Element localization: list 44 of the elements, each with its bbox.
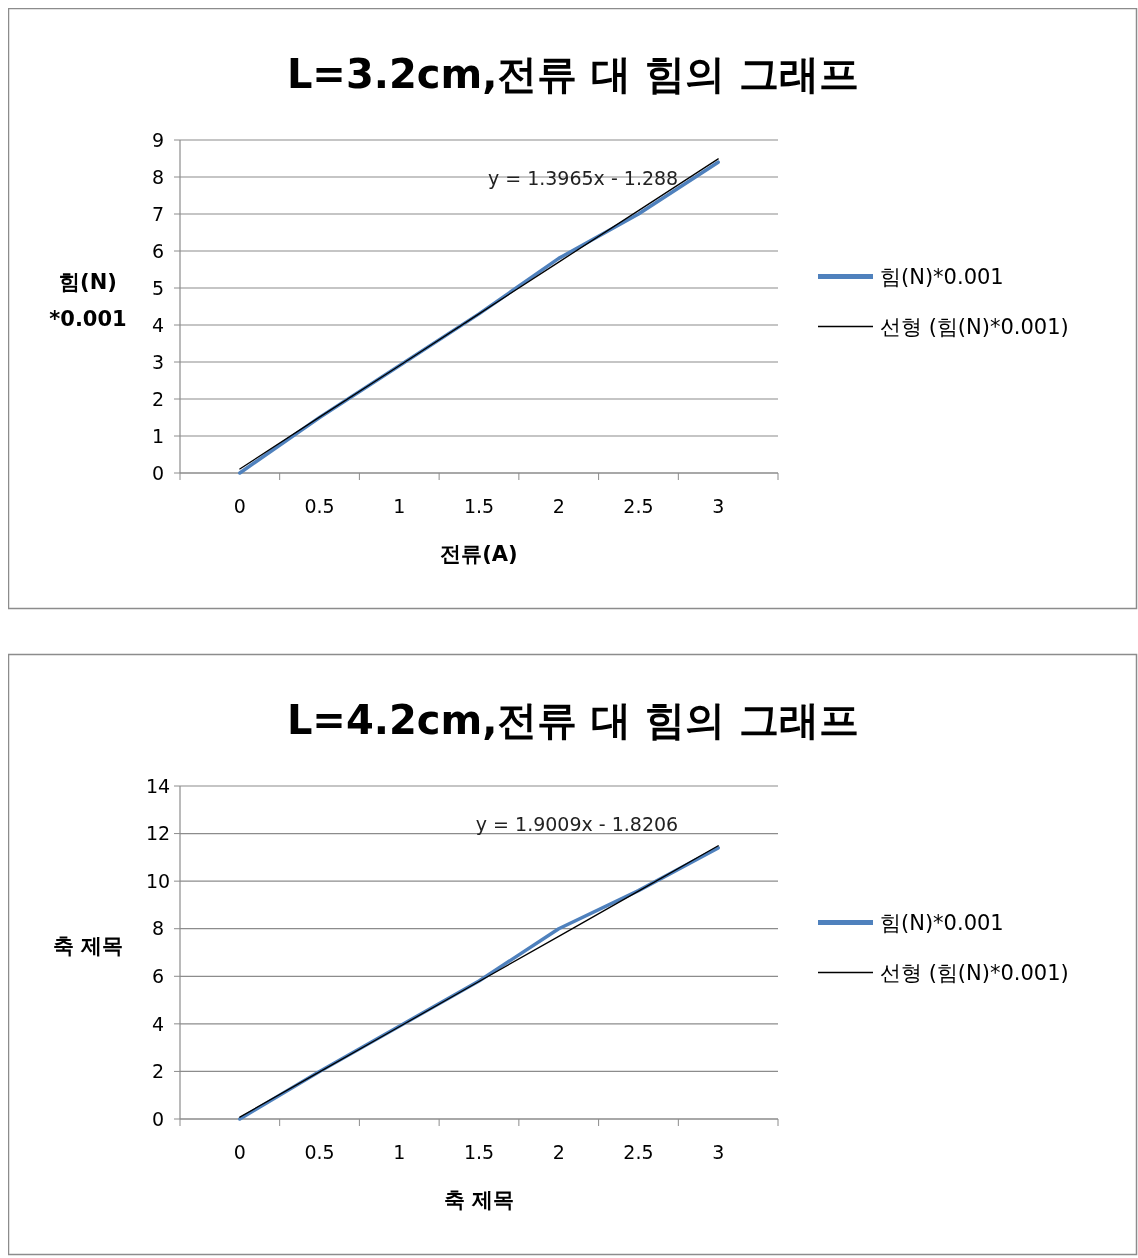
x-tick-label: 1 xyxy=(393,495,406,517)
annotation: y = 1.9009x - 1.8206 xyxy=(475,813,679,835)
x-tick-label: 0 xyxy=(233,495,246,517)
legend-label: 힘(N)*0.001 xyxy=(880,910,1004,935)
legend-label: 힘(N)*0.001 xyxy=(880,264,1004,289)
x-tick-label: 3 xyxy=(712,1141,725,1163)
y-tick-label: 1 xyxy=(151,424,165,447)
legend-label: 선형 (힘(N)*0.001) xyxy=(880,960,1069,985)
y-tick-label: 3 xyxy=(151,350,165,373)
y-tick-label: 12 xyxy=(145,822,171,845)
y-axis-title: 축 제목 xyxy=(52,933,124,958)
y-tick-label: 9 xyxy=(151,128,165,151)
y-tick-label: 8 xyxy=(151,917,165,940)
x-tick-label: 0.5 xyxy=(304,1141,335,1163)
annotation: y = 1.3965x - 1.288 xyxy=(487,167,679,189)
y-tick-label: 6 xyxy=(151,239,165,262)
y-axis-title: 힘(N)*0.001 xyxy=(49,269,127,331)
y-tick-label: 2 xyxy=(151,387,165,410)
y-tick-label: 0 xyxy=(151,461,165,484)
x-tick-label: 1 xyxy=(393,1141,406,1163)
y-tick-label: 14 xyxy=(145,774,171,797)
y-tick-label: 5 xyxy=(151,276,165,299)
legend-label: 선형 (힘(N)*0.001) xyxy=(880,314,1069,339)
x-tick-label: 1.5 xyxy=(463,495,495,517)
y-tick-label: 10 xyxy=(145,869,171,892)
y-tick-label: 8 xyxy=(151,165,165,188)
x-tick-label: 2.5 xyxy=(623,495,654,517)
x-axis-title: 전류(A) xyxy=(440,542,518,566)
x-tick-label: 2 xyxy=(552,495,565,517)
x-tick-label: 3 xyxy=(712,495,725,517)
x-axis-title: 축 제목 xyxy=(443,1188,515,1212)
y-tick-label: 0 xyxy=(151,1107,165,1130)
x-tick-label: 1.5 xyxy=(463,1141,495,1163)
y-tick-label: 2 xyxy=(151,1060,165,1083)
chart-title: L=4.2cm,전류 대 힘의 그래프 xyxy=(286,697,860,743)
y-tick-label: 4 xyxy=(151,1012,165,1035)
x-tick-label: 0.5 xyxy=(304,495,335,517)
y-tick-label: 6 xyxy=(151,964,165,987)
chart-title: L=3.2cm,전류 대 힘의 그래프 xyxy=(286,51,860,97)
y-tick-label: 4 xyxy=(151,313,165,336)
x-tick-label: 2 xyxy=(552,1141,565,1163)
x-tick-label: 2.5 xyxy=(623,1141,654,1163)
x-tick-label: 0 xyxy=(233,1141,246,1163)
y-tick-label: 7 xyxy=(151,202,165,225)
